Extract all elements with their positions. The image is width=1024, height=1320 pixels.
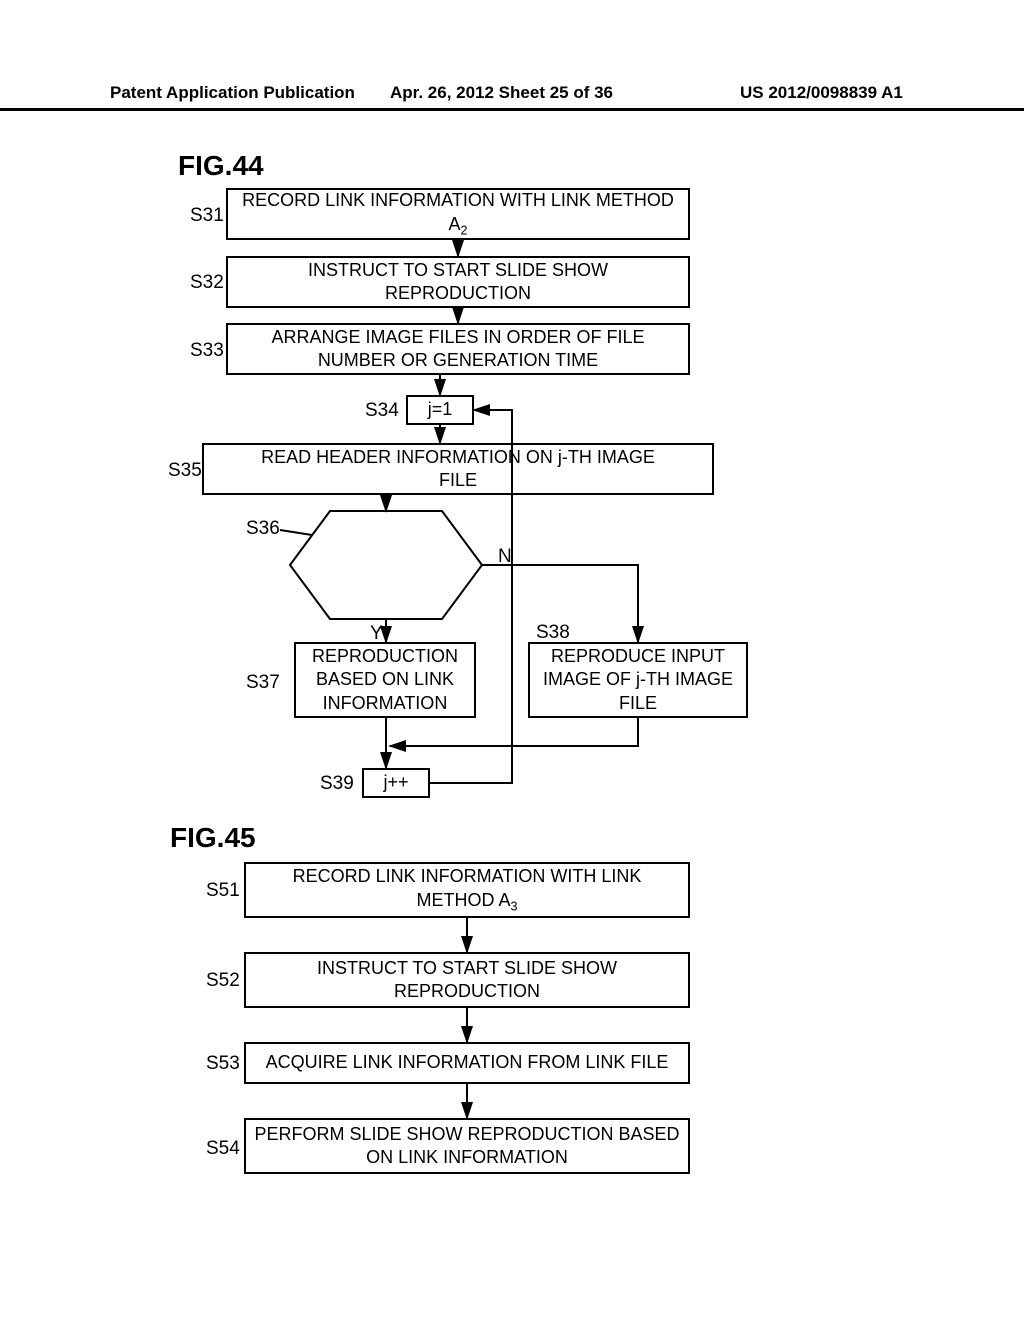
step-s54: PERFORM SLIDE SHOW REPRODUCTION BASED ON… (244, 1118, 690, 1174)
step-s32: INSTRUCT TO START SLIDE SHOW REPRODUCTIO… (226, 256, 690, 308)
step-s52: INSTRUCT TO START SLIDE SHOW REPRODUCTIO… (244, 952, 690, 1008)
s38-line2: IMAGE OF j-TH IMAGE (543, 669, 733, 689)
s31-line1: RECORD LINK INFORMATION WITH LINK METHOD (242, 190, 674, 210)
s37-line2: BASED ON LINK (316, 669, 454, 689)
fig45-title: FIG.45 (170, 822, 256, 854)
s34-text: j=1 (428, 398, 453, 421)
step-s36-text: LINK INFORMATION IS PRESENT? (290, 535, 482, 603)
step-s53: ACQUIRE LINK INFORMATION FROM LINK FILE (244, 1042, 690, 1084)
s51-line2: METHOD A (416, 890, 510, 910)
s54-line1: PERFORM SLIDE SHOW REPRODUCTION BASED (254, 1124, 679, 1144)
step-s37: REPRODUCTION BASED ON LINK INFORMATION (294, 642, 476, 718)
label-s38: S38 (536, 622, 570, 644)
s38-line1: REPRODUCE INPUT (551, 646, 725, 666)
header-center: Apr. 26, 2012 Sheet 25 of 36 (390, 83, 613, 103)
s35-line1: READ HEADER INFORMATION ON j-TH IMAGE (261, 447, 655, 467)
step-s39: j++ (362, 768, 430, 798)
s31-line2: A (448, 214, 460, 234)
step-s51: RECORD LINK INFORMATION WITH LINK METHOD… (244, 862, 690, 918)
s38-line3: FILE (619, 693, 657, 713)
step-s35: READ HEADER INFORMATION ON j-TH IMAGE FI… (202, 443, 714, 495)
step-s34: j=1 (406, 395, 474, 425)
label-s53: S53 (206, 1053, 240, 1075)
label-s34: S34 (365, 400, 399, 422)
label-s33: S33 (190, 340, 224, 362)
s32-line1: INSTRUCT TO START SLIDE SHOW (308, 260, 608, 280)
s52-line2: REPRODUCTION (394, 981, 540, 1001)
label-s39: S39 (320, 773, 354, 795)
s36-no: N (498, 546, 512, 568)
s52-line1: INSTRUCT TO START SLIDE SHOW (317, 958, 617, 978)
label-s31: S31 (190, 205, 224, 227)
s37-line3: INFORMATION (323, 693, 448, 713)
s36-line3: IS PRESENT? (327, 581, 444, 601)
s51-sub: 3 (511, 899, 518, 913)
edge-s38-merge (390, 718, 638, 746)
header-left: Patent Application Publication (110, 83, 355, 103)
s33-line1: ARRANGE IMAGE FILES IN ORDER OF FILE (271, 327, 644, 347)
s33-line2: NUMBER OR GENERATION TIME (318, 350, 598, 370)
label-s37: S37 (246, 672, 280, 694)
header-right: US 2012/0098839 A1 (740, 83, 903, 103)
s51-line1: RECORD LINK INFORMATION WITH LINK (293, 866, 642, 886)
step-s38: REPRODUCE INPUT IMAGE OF j-TH IMAGE FILE (528, 642, 748, 718)
s39-text: j++ (383, 771, 408, 794)
s31-sub: 2 (461, 223, 468, 237)
label-s32: S32 (190, 272, 224, 294)
step-s33: ARRANGE IMAGE FILES IN ORDER OF FILE NUM… (226, 323, 690, 375)
step-s31: RECORD LINK INFORMATION WITH LINK METHOD… (226, 188, 690, 240)
s36-line2: INFORMATION (324, 559, 449, 579)
s53-text: ACQUIRE LINK INFORMATION FROM LINK FILE (266, 1051, 669, 1074)
label-s51: S51 (206, 880, 240, 902)
s35-line2: FILE (439, 470, 477, 490)
s54-line2: ON LINK INFORMATION (366, 1147, 568, 1167)
label-s52: S52 (206, 970, 240, 992)
s32-line2: REPRODUCTION (385, 283, 531, 303)
label-s54: S54 (206, 1138, 240, 1160)
s36-line1: LINK (366, 536, 406, 556)
fig44-title: FIG.44 (178, 150, 264, 182)
label-s35: S35 (168, 460, 202, 482)
s37-line1: REPRODUCTION (312, 646, 458, 666)
header-rule (0, 108, 1024, 111)
label-s36: S36 (246, 518, 280, 540)
page: Patent Application Publication Apr. 26, … (0, 0, 1024, 1320)
